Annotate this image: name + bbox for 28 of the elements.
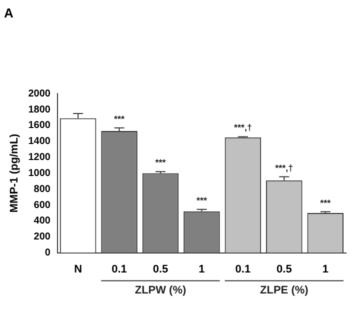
y-tick-label: 0	[44, 248, 51, 259]
y-tick-label: 1800	[28, 104, 51, 116]
x-tick-label: 0.1	[112, 263, 127, 276]
x-tick-label: 0.1	[235, 263, 251, 276]
y-tick-label: 400	[34, 216, 51, 227]
x-tick-label: 1	[322, 263, 328, 276]
text: ZLPW (%)	[134, 284, 186, 296]
data-label: ***	[155, 158, 166, 168]
data-label: ***,†	[234, 122, 252, 133]
y-tick-label: 1400	[28, 136, 51, 148]
x-tick-label: 0.5	[152, 263, 168, 276]
data-label: ***,†	[275, 162, 294, 173]
y-tick-label: 2000	[28, 88, 51, 100]
text: ZLPE (%)	[260, 284, 309, 296]
x-tick-label: 0.5	[276, 263, 292, 276]
data-label: ***	[114, 114, 126, 124]
chart-title: A	[4, 5, 14, 20]
y-tick-label: 600	[34, 200, 51, 211]
data-label: ***	[320, 198, 332, 208]
y-tick-label: 200	[34, 232, 51, 243]
x-tick-label: N	[74, 263, 82, 276]
y-tick-label: 1600	[28, 120, 51, 132]
y-axis-title: MMP-1 (pg/mL)	[8, 133, 21, 213]
y-tick-label: 800	[34, 184, 51, 195]
y-tick-label: 1200	[28, 152, 51, 164]
y-tick-label: 1000	[28, 168, 51, 179]
x-tick-label: 1	[198, 263, 205, 276]
data-label: ***	[196, 195, 208, 206]
